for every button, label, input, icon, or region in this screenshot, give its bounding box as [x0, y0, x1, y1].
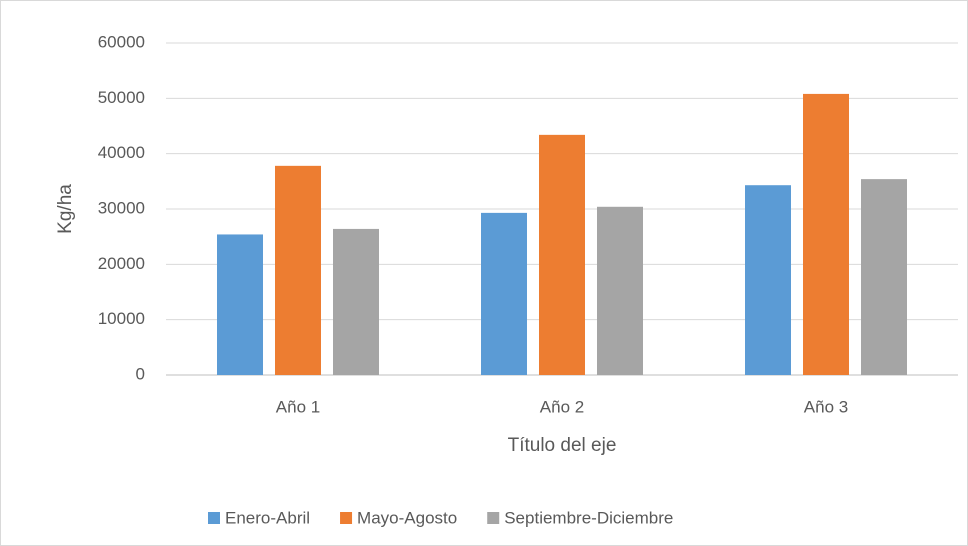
legend-label: Mayo-Agosto [357, 508, 457, 527]
y-tick-label: 40000 [98, 143, 145, 162]
bar [597, 206, 643, 375]
bar [481, 212, 527, 375]
bar [275, 165, 321, 375]
bar [861, 179, 907, 375]
bar [333, 228, 379, 375]
y-tick-label: 30000 [98, 198, 145, 217]
x-tick-label: Año 1 [276, 397, 320, 416]
legend-swatch [487, 512, 500, 524]
y-tick-label: 20000 [98, 254, 145, 273]
x-tick-label: Año 3 [804, 397, 848, 416]
legend-swatch [208, 512, 220, 524]
y-tick-label: 0 [136, 364, 145, 383]
y-tick-label: 10000 [98, 309, 145, 328]
legend-label: Enero-Abril [225, 508, 310, 527]
bar [539, 134, 585, 375]
bar [803, 93, 849, 375]
x-tick-label: Año 2 [540, 397, 584, 416]
x-axis-title: Título del eje [508, 435, 617, 456]
bar [217, 234, 263, 375]
y-tick-label: 50000 [98, 88, 145, 107]
bar [745, 185, 791, 375]
y-axis-title: Kg/ha [55, 184, 76, 234]
legend-swatch [340, 512, 353, 524]
y-tick-label: 60000 [98, 32, 145, 51]
legend-label: Septiembre-Diciembre [504, 508, 673, 527]
